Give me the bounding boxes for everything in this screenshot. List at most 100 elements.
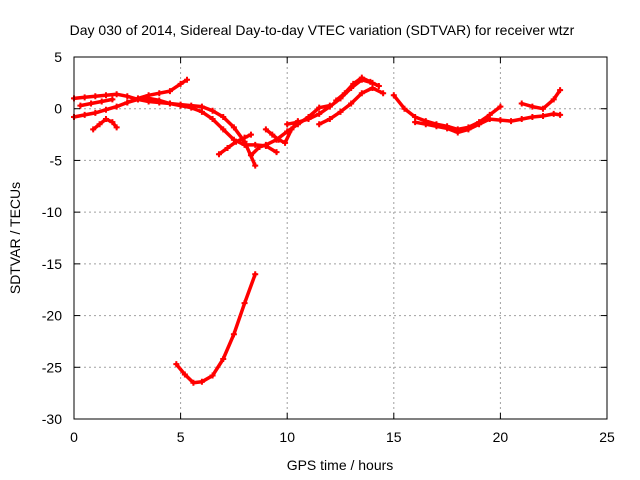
data-point xyxy=(273,149,280,156)
data-point xyxy=(275,136,282,143)
data-point xyxy=(486,116,493,123)
data-point xyxy=(156,97,163,104)
x-tick-label: 15 xyxy=(386,429,402,445)
ticks xyxy=(73,56,608,420)
data-point xyxy=(181,371,188,378)
data-point xyxy=(444,125,451,132)
data-point xyxy=(433,123,440,130)
data-point xyxy=(294,119,301,126)
x-tick-label: 0 xyxy=(70,429,78,445)
data-point xyxy=(113,103,120,110)
data-point xyxy=(326,103,333,110)
data-point xyxy=(262,126,269,133)
y-tick-label: -15 xyxy=(42,256,62,272)
data-point xyxy=(230,124,237,131)
series-line-arc-1 xyxy=(72,92,257,168)
data-point xyxy=(220,113,227,120)
y-axis-label: SDTVAR / TECUs xyxy=(7,182,23,294)
data-point xyxy=(454,129,461,136)
data-point xyxy=(529,103,536,110)
y-tick-label: -25 xyxy=(42,359,62,375)
data-point xyxy=(247,152,254,159)
data-point xyxy=(188,104,195,111)
data-point xyxy=(113,91,120,98)
data-point xyxy=(557,111,564,118)
data-point xyxy=(375,82,382,89)
series-line-arc-4 xyxy=(78,97,115,108)
data-point xyxy=(269,131,276,138)
data-point xyxy=(183,76,190,83)
data-point xyxy=(92,109,99,116)
data-point xyxy=(305,116,312,123)
data-point xyxy=(316,121,323,128)
x-tick-label: 20 xyxy=(493,429,509,445)
data-point xyxy=(341,90,348,97)
series-layer xyxy=(71,74,564,386)
data-point xyxy=(98,98,105,105)
data-point xyxy=(198,103,205,110)
data-point xyxy=(390,92,397,99)
data-point xyxy=(230,331,237,338)
data-point xyxy=(316,104,323,111)
data-point xyxy=(102,106,109,113)
data-point xyxy=(350,80,357,87)
data-point xyxy=(557,87,564,94)
data-point xyxy=(252,271,259,278)
data-point xyxy=(337,108,344,115)
data-point xyxy=(518,116,525,123)
data-point xyxy=(241,141,248,148)
data-point xyxy=(90,126,97,133)
data-point xyxy=(177,102,184,109)
data-point xyxy=(282,139,289,146)
data-point xyxy=(540,105,547,112)
data-point xyxy=(88,100,95,107)
data-point xyxy=(358,74,365,81)
data-point xyxy=(497,117,504,124)
data-point xyxy=(284,121,291,128)
data-point xyxy=(102,92,109,99)
data-point xyxy=(233,138,240,145)
data-point xyxy=(550,96,557,103)
data-point xyxy=(113,124,120,131)
plot-frame xyxy=(73,56,608,420)
data-point xyxy=(369,85,376,92)
x-tick-label: 10 xyxy=(279,429,295,445)
data-point xyxy=(109,96,116,103)
y-tick-label: -10 xyxy=(42,204,62,220)
data-point xyxy=(209,372,216,379)
data-point xyxy=(102,116,109,123)
y-tick-label: -20 xyxy=(42,308,62,324)
data-point xyxy=(288,126,295,133)
data-point xyxy=(81,94,88,101)
y-tick-label: -30 xyxy=(42,411,62,427)
data-point xyxy=(316,110,323,117)
data-point xyxy=(156,90,163,97)
data-point xyxy=(109,119,116,126)
data-point xyxy=(518,100,525,107)
x-tick-label: 5 xyxy=(177,429,185,445)
data-point xyxy=(220,356,227,363)
data-point xyxy=(77,102,84,109)
data-point xyxy=(209,116,216,123)
data-point xyxy=(145,95,152,102)
x-axis-label: GPS time / hours xyxy=(287,457,394,473)
data-point xyxy=(252,141,259,148)
chart-title: Day 030 of 2014, Sidereal Day-to-day VTE… xyxy=(70,22,575,38)
data-point xyxy=(215,151,222,158)
y-tick-label: 5 xyxy=(54,49,62,65)
y-tick-label: -5 xyxy=(50,152,63,168)
data-point xyxy=(262,141,269,148)
data-point xyxy=(252,162,259,169)
data-point xyxy=(367,78,374,85)
series-line-arc-15 xyxy=(174,272,257,385)
data-point xyxy=(241,300,248,307)
data-point xyxy=(256,143,263,150)
data-point xyxy=(134,96,141,103)
data-point xyxy=(358,90,365,97)
data-point xyxy=(333,97,340,104)
data-point xyxy=(198,378,205,385)
data-point xyxy=(166,100,173,107)
data-point xyxy=(326,116,333,123)
data-point xyxy=(401,105,408,112)
